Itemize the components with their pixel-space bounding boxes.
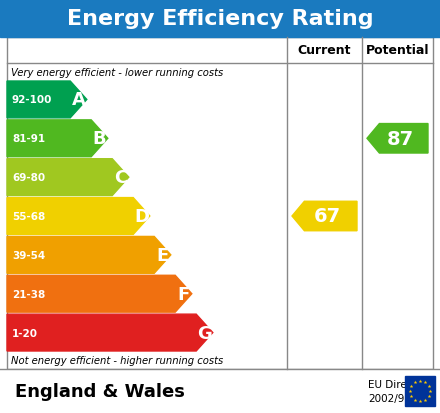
Text: A: A — [72, 91, 85, 109]
Text: 21-38: 21-38 — [12, 289, 45, 299]
Text: 39-54: 39-54 — [12, 250, 45, 260]
Text: Current: Current — [298, 44, 351, 57]
Text: 67: 67 — [314, 207, 341, 226]
Polygon shape — [292, 202, 357, 231]
Text: 69-80: 69-80 — [12, 173, 45, 183]
Text: G: G — [197, 324, 212, 342]
Polygon shape — [7, 159, 129, 196]
Polygon shape — [7, 198, 150, 235]
Polygon shape — [7, 314, 213, 351]
Text: 81-91: 81-91 — [12, 134, 45, 144]
Polygon shape — [7, 275, 192, 312]
Polygon shape — [7, 237, 171, 274]
Bar — [0, 0, 440, 38]
Text: 2002/91/EC: 2002/91/EC — [368, 393, 429, 403]
Bar — [0, 369, 440, 413]
Polygon shape — [7, 82, 87, 119]
Bar — [7, 38, 433, 369]
Text: 87: 87 — [387, 129, 414, 148]
Text: Potential: Potential — [366, 44, 429, 57]
Text: F: F — [177, 285, 190, 303]
Text: B: B — [93, 130, 106, 148]
Text: 55-68: 55-68 — [12, 211, 45, 221]
Text: Very energy efficient - lower running costs: Very energy efficient - lower running co… — [11, 67, 223, 77]
Text: Energy Efficiency Rating: Energy Efficiency Rating — [67, 9, 373, 29]
Polygon shape — [7, 121, 108, 157]
Text: England & Wales: England & Wales — [15, 382, 185, 400]
Text: C: C — [114, 169, 127, 187]
Bar — [405, 376, 435, 406]
Text: 92-100: 92-100 — [12, 95, 52, 105]
Text: EU Directive: EU Directive — [368, 379, 432, 389]
Polygon shape — [367, 124, 428, 154]
Text: 1-20: 1-20 — [12, 328, 38, 338]
Text: E: E — [156, 246, 169, 264]
Text: Not energy efficient - higher running costs: Not energy efficient - higher running co… — [11, 356, 223, 366]
Text: D: D — [134, 207, 149, 225]
